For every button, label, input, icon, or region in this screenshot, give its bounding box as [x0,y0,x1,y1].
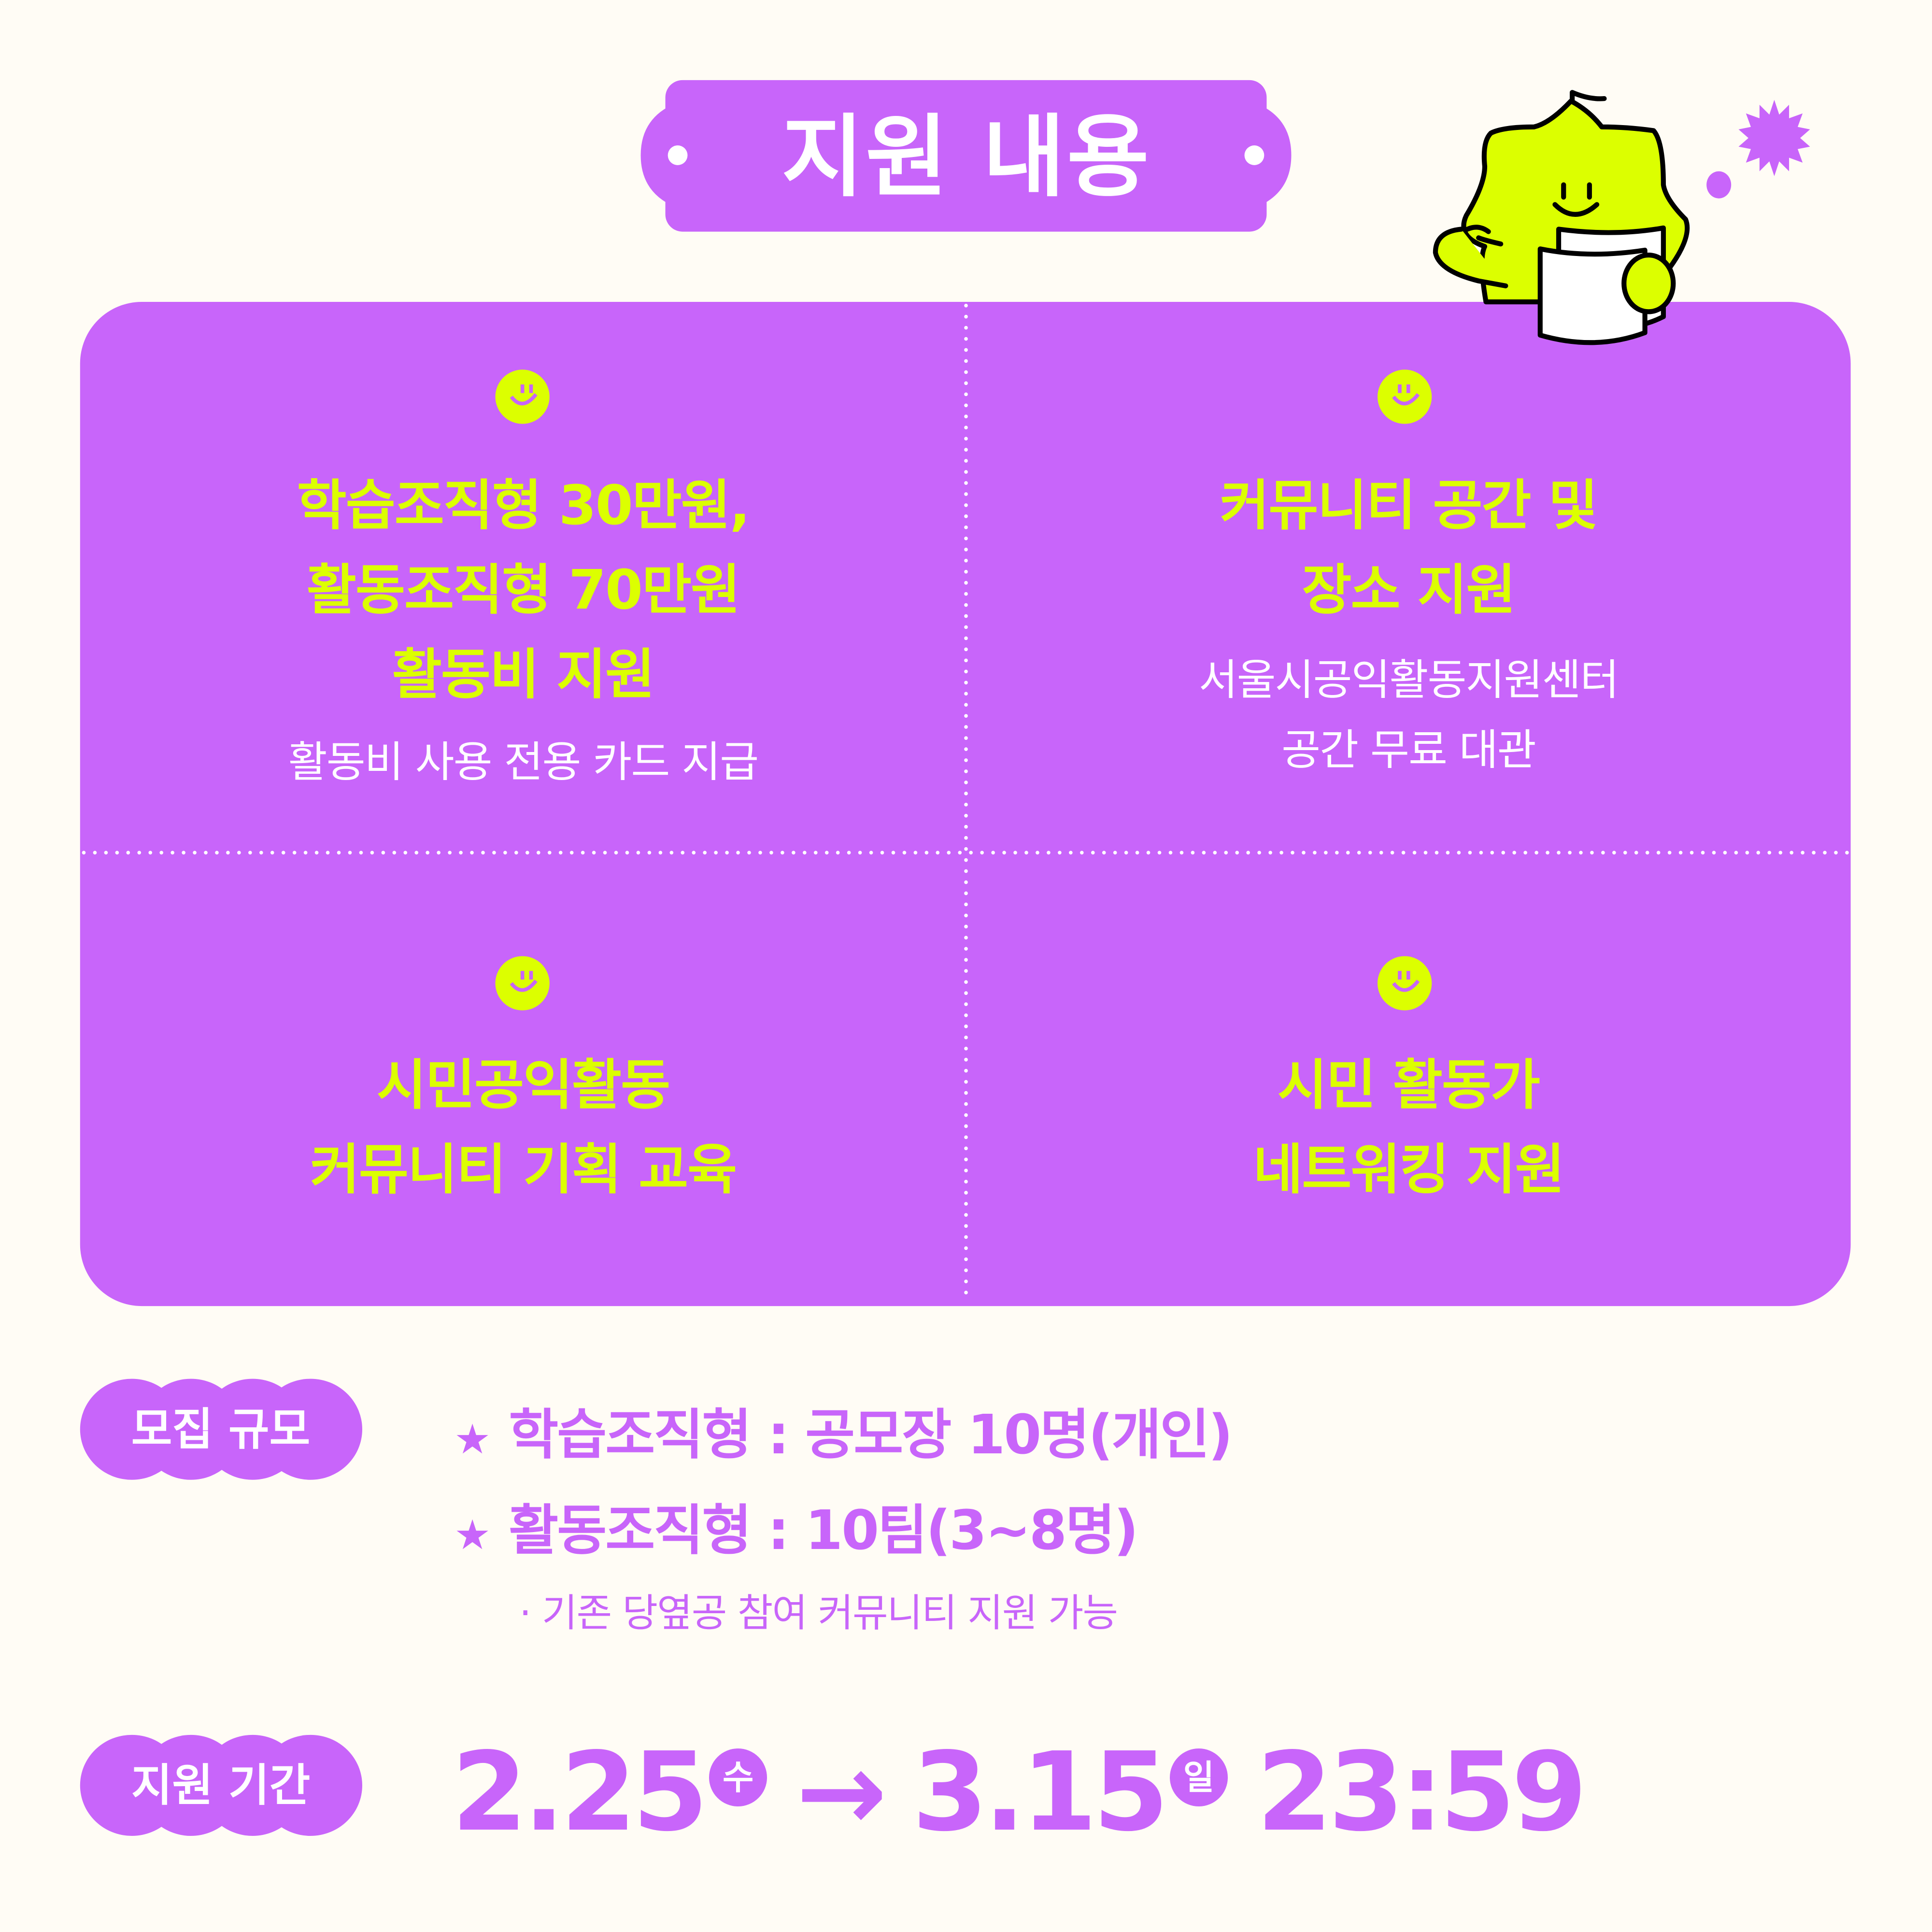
period-badge: 지원 기간 [131,1760,311,1811]
period-dates: 2.25 수 → 3.15 일 23:59 [452,1729,1587,1856]
support-cell-networking: 시민 활동가 네트워킹 지원 [1253,1054,1564,1201]
recruit-item: ★ 학습조직형 : 공모장 10명(개인) [454,1404,1233,1466]
recruit-badge-shape [80,1378,362,1480]
star-icon: ★ [454,1511,491,1559]
mascot-illustration [1433,90,1690,345]
recruit-item: ★ 활동조직형 : 10팀(3~8명) [454,1499,1138,1562]
recruit-note: · 기존 당옆공 참여 커뮤니티 지원 가능 [519,1591,1118,1635]
weekday-badge: 일 [1169,1748,1228,1806]
starburst-icon [1738,99,1810,176]
page-title: 지원 내용 [781,105,1151,209]
arrow-icon: → [796,1729,887,1856]
support-cell-education: 시민공익활동 커뮤니티 기획 교육 [310,1054,737,1201]
weekday-badge: 수 [709,1748,767,1806]
smiley-icon [495,369,550,424]
star-icon: ★ [454,1416,491,1463]
dot [1706,171,1732,199]
title-banner [640,80,1292,232]
recruit-badge: 모집 규모 [131,1404,311,1455]
support-cell-space: 커뮤니티 공간 및 장소 지원 서울시공익활동지원센터 공간 무료 대관 [1198,474,1619,775]
smiley-icons [495,369,1432,1010]
smiley-icon [1378,956,1432,1010]
smiley-icon [495,956,550,1010]
support-cell-activity-fund: 학습조직형 30만원, 활동조직형 70만원 활동비 지원 활동비 사용 전용 … [288,474,759,787]
smiley-icon [1378,369,1432,424]
period-badge-shape [80,1734,362,1836]
